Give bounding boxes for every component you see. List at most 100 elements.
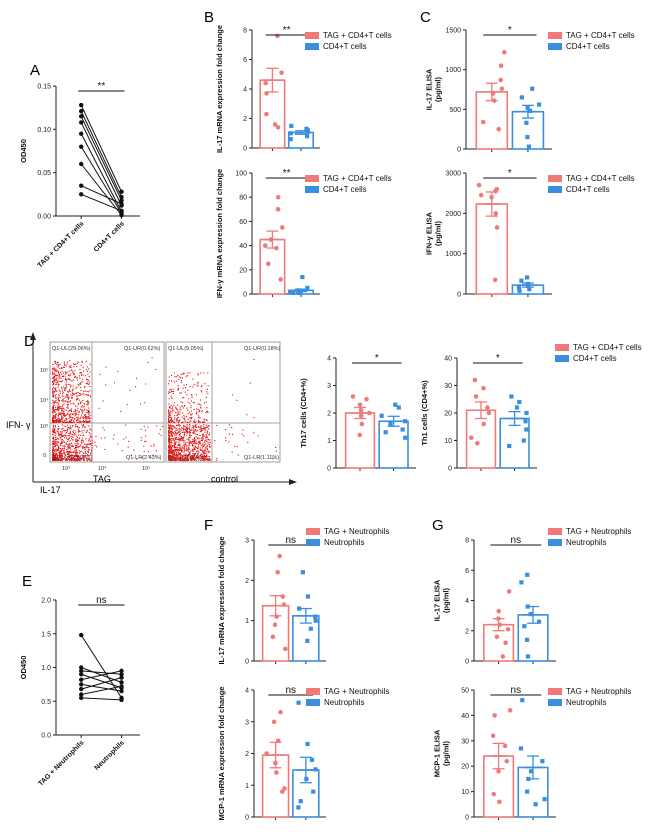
flow-event (53, 369, 55, 371)
flow-event (65, 417, 67, 420)
flow-event (55, 454, 57, 456)
flow-event (185, 458, 188, 460)
flow-event (57, 399, 59, 401)
flow-event (71, 396, 73, 398)
flow-event (76, 445, 78, 447)
data-point (309, 757, 315, 762)
flow-event (83, 459, 85, 461)
data-point (119, 672, 124, 677)
flow-plot-tag-label: TAG (93, 474, 111, 484)
flow-event (96, 446, 98, 448)
flow-event (61, 456, 63, 458)
flow-event (174, 432, 176, 434)
flow-event (176, 432, 178, 434)
legend-swatch (305, 32, 319, 39)
data-point (264, 751, 269, 756)
flow-event (73, 434, 75, 436)
flow-event (206, 420, 208, 422)
flow-event (168, 415, 170, 417)
flow-event (172, 392, 174, 394)
data-point (528, 612, 533, 617)
flow-event (66, 407, 68, 409)
flow-event (190, 457, 192, 459)
flow-event (83, 418, 85, 420)
flow-event (185, 384, 187, 386)
flow-event (197, 434, 199, 436)
flow-event (71, 456, 73, 458)
flow-event (136, 458, 138, 460)
flow-event (81, 405, 83, 407)
flow-event (174, 441, 176, 443)
flow-event (62, 458, 64, 460)
flow-event (186, 426, 188, 428)
flow-event (62, 386, 64, 388)
x-tick-label: TAG + CD4+T cells (37, 220, 86, 269)
flow-event (198, 457, 200, 459)
flow-event (193, 439, 195, 441)
flow-event (59, 448, 62, 450)
data-point (525, 572, 530, 577)
data-point (480, 119, 486, 125)
data-point (305, 594, 311, 599)
flow-event (62, 393, 64, 395)
flow-event (194, 445, 196, 447)
flow-event (170, 391, 173, 393)
flow-event (53, 368, 55, 370)
flow-event (187, 409, 189, 411)
flow-event (69, 425, 72, 427)
flow-event (133, 449, 135, 451)
flow-event (52, 377, 54, 379)
legend-entry: TAG + CD4+T cells (573, 343, 642, 352)
flow-event (275, 450, 277, 452)
y-tick-label: 0.10 (37, 127, 51, 134)
flow-event (184, 455, 186, 457)
flow-event (186, 459, 188, 461)
data-point (298, 799, 303, 804)
flow-event (180, 454, 182, 456)
flow-event (83, 452, 85, 454)
data-point (525, 135, 530, 140)
significance-label: * (508, 25, 512, 36)
flow-event (87, 451, 89, 453)
flow-event (67, 457, 69, 459)
flow-ytick-4: 0 (43, 453, 46, 459)
flow-xtick-1: 10³ (62, 466, 70, 472)
flow-event (52, 373, 54, 376)
flow-event (74, 446, 77, 448)
flow-event (189, 420, 191, 422)
flow-event (172, 449, 174, 451)
flow-event (205, 426, 207, 428)
flow-event (189, 433, 191, 435)
flow-event (185, 456, 187, 459)
flow-event (53, 447, 55, 449)
flow-event (176, 449, 178, 451)
flow-event (72, 420, 74, 422)
flow-event (188, 411, 191, 413)
flow-event (175, 434, 177, 436)
flow-event (172, 410, 174, 412)
data-point (527, 287, 532, 292)
flow-event (181, 450, 183, 452)
flow-event (188, 421, 190, 424)
flow-event (206, 436, 209, 438)
flow-event (178, 437, 180, 439)
flow-event (202, 442, 204, 444)
flow-event (78, 459, 80, 462)
flow-event (73, 374, 75, 376)
flow-plot-control-label: control (211, 474, 238, 484)
flow-event (57, 418, 59, 420)
data-point (357, 432, 363, 438)
y-tick-label: 6 (465, 568, 469, 575)
flow-event (53, 430, 55, 432)
y-axis-label: Th17 cells (CD4+%) (299, 378, 308, 448)
flow-event (201, 445, 203, 447)
flow-event (174, 431, 177, 433)
flow-event (57, 417, 59, 419)
flow-event (54, 445, 56, 448)
flow-event (55, 394, 57, 396)
data-point (273, 760, 278, 766)
flow-event (172, 452, 174, 454)
flow-event (186, 434, 188, 436)
flow-event (183, 418, 185, 420)
